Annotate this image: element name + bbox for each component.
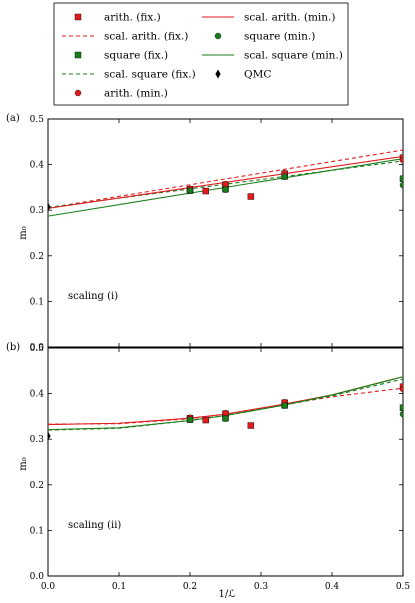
panel-b-arith-min-point [222, 410, 229, 417]
panel-a-plot-area [48, 149, 403, 217]
panel-b-ylabel: m₀ [18, 457, 29, 471]
panel-a-ytick-label: 0.5 [30, 115, 45, 125]
panel-b-arith-fix-point [247, 422, 255, 429]
panel-b-ytick-label: 0.5 [30, 344, 45, 354]
legend-scal-arith-min-entry: scal. arith. (min.) [202, 12, 335, 24]
legend-scal-arith-fix-label: scal. arith. (fix.) [104, 31, 188, 43]
panel-a-square-min-point [186, 187, 194, 194]
legend-square-fix-marker [74, 51, 82, 59]
panel-b-square-min-point [222, 415, 229, 422]
panel-b-ytick-label: 0.0 [30, 572, 45, 582]
panel-b-scal-square-fix-line [48, 378, 403, 431]
legend-square-fix-label: square (fix.) [104, 50, 168, 62]
legend-square-min-label: square (min.) [244, 31, 315, 43]
legend-scal-square-min-entry: scal. square (min.) [202, 50, 343, 62]
legend: arith. (fix.) scal. arith. (fix.) square (… [53, 2, 349, 106]
panel-b-xtick-label: 0.3 [254, 582, 269, 592]
panel-a-annotation: scaling (i) [68, 291, 118, 302]
legend-arith-fix-entry: arith. (fix.) [74, 12, 161, 24]
panel-b-arith-fix-point [202, 416, 209, 424]
legend-scal-arith-min-label: scal. arith. (min.) [244, 12, 335, 24]
legend-frame [53, 2, 349, 106]
panel-b-xtick-label: 0.2 [183, 582, 197, 592]
panel-a-arith-min-point [222, 181, 229, 188]
panel-a-square-min-point [281, 173, 288, 180]
panel-a-ytick-label: 0.0 [30, 343, 45, 353]
panel-a-qmc-point [48, 202, 51, 212]
legend-scal-arith-fix-entry: scal. arith. (fix.) [62, 31, 188, 43]
legend-square-fix-entry: square (fix.) [74, 50, 168, 62]
panel-b-label: (b) [6, 342, 20, 353]
legend-arith-fix-marker [74, 13, 82, 21]
legend-arith-min-label: arith. (min.) [104, 88, 168, 100]
panel-b: (b) scaling (ii) m₀ 1/ℒ 0.0 0.1 0.2 0.3 0.4 0… [6, 342, 410, 600]
legend-arith-min-entry: arith. (min.) [74, 88, 168, 100]
panel-b-frame [47, 347, 404, 577]
panel-a-ylabel: m₀ [18, 226, 29, 240]
panel-a-scal-arith-fix-line [48, 149, 403, 209]
legend-scal-square-min-label: scal. square (min.) [244, 50, 343, 62]
panel-a-label: (a) [6, 113, 20, 124]
legend-arith-fix-label: arith. (fix.) [104, 12, 161, 24]
panel-a: (a) scaling (i) m₀ 0.0 0.1 0.2 0.3 0.4 0.5 [6, 113, 404, 353]
panel-a-ytick-label: 0.2 [30, 252, 44, 262]
panel-a-square-fix-point [399, 175, 403, 182]
panel-b-square-min-point [399, 410, 403, 418]
panel-a-arith-fix-point [247, 193, 255, 200]
panel-b-xlabel: 1/ℒ [219, 589, 236, 600]
legend-qmc-marker [215, 69, 221, 79]
panel-b-square-min-point [281, 402, 288, 409]
panel-a-arith-min-point [399, 156, 403, 164]
panel-b-xtick-label: 0.0 [41, 582, 56, 592]
panel-b-ytick-label: 0.2 [30, 481, 44, 491]
panel-b-arith-min-point [399, 385, 403, 393]
panel-a-ytick-label: 0.3 [30, 206, 45, 216]
panel-a-ytick-label: 0.4 [30, 161, 45, 171]
panel-a-arith-fix-point [202, 187, 209, 195]
panel-a-ytick-label: 0.1 [30, 297, 44, 307]
panel-b-annotation: scaling (ii) [68, 520, 121, 531]
legend-scal-square-fix-label: scal. square (fix.) [104, 69, 196, 81]
panel-b-plot-area [48, 376, 403, 441]
legend-qmc-entry: QMC [215, 69, 271, 81]
panel-a-frame [47, 118, 404, 348]
legend-qmc-label: QMC [244, 69, 271, 81]
legend-square-min-entry: square (min.) [214, 31, 315, 43]
panel-b-ytick-label: 0.3 [30, 435, 45, 445]
panel-b-xtick-label: 0.5 [396, 582, 411, 592]
legend-arith-min-marker [74, 89, 82, 97]
legend-square-min-marker [214, 32, 222, 40]
panel-a-square-min-point [399, 181, 403, 189]
panel-b-qmc-point [48, 431, 51, 441]
legend-scal-square-fix-entry: scal. square (fix.) [62, 69, 196, 81]
panel-a-square-min-point [222, 186, 229, 193]
panel-b-xtick-label: 0.4 [325, 582, 340, 592]
panel-b-ytick-label: 0.1 [30, 526, 44, 536]
panel-b-square-fix-point [399, 404, 403, 411]
panel-b-xtick-label: 0.1 [112, 582, 126, 592]
panel-b-square-min-point [186, 416, 194, 423]
panel-b-ytick-label: 0.4 [30, 390, 45, 400]
